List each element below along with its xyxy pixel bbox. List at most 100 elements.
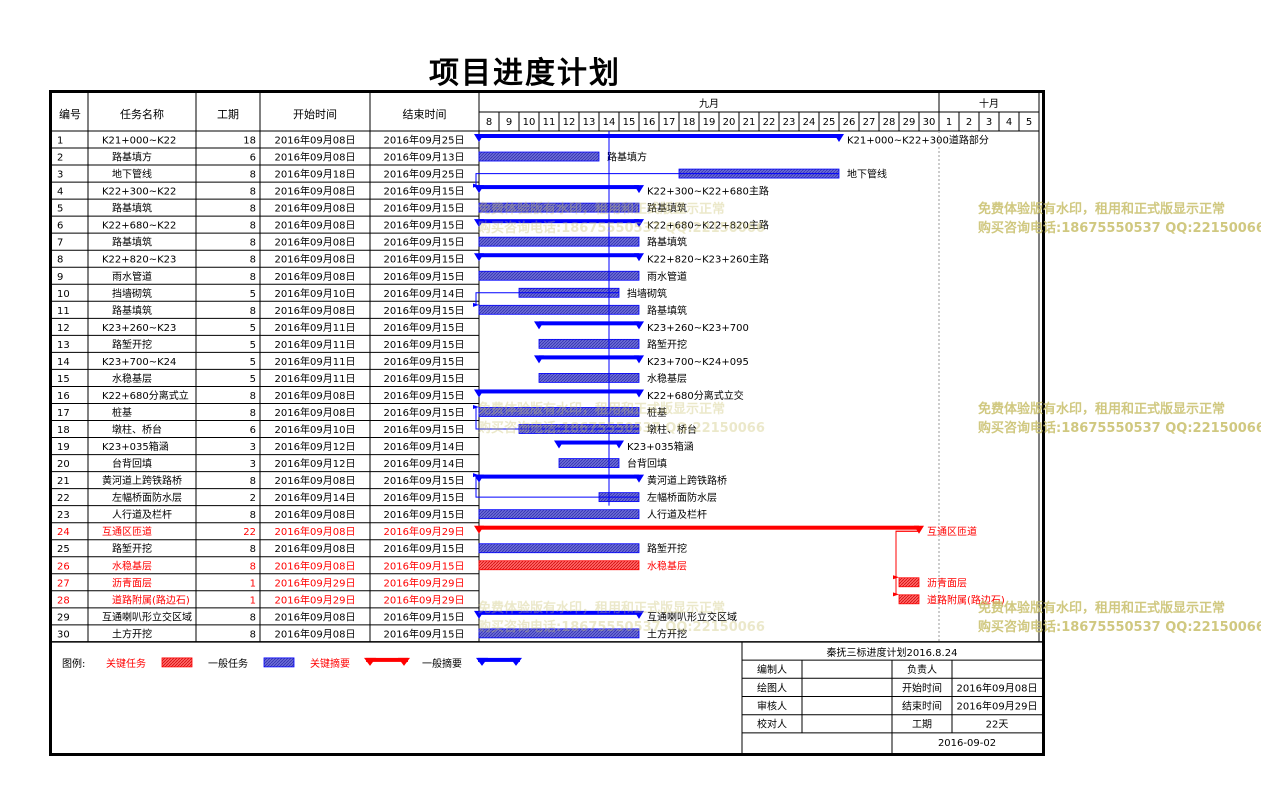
watermark-line1: 免费体验版有水印，租用和正式版显示正常 (978, 601, 1226, 616)
task-end: 2016年09月15日 (384, 270, 465, 283)
task-end: 2016年09月25日 (384, 168, 465, 181)
summary-start-marker (474, 253, 484, 262)
task-bar (898, 594, 920, 605)
task-id: 8 (57, 255, 63, 266)
day-tick-label: 13 (583, 117, 596, 128)
task-duration: 8 (250, 612, 256, 623)
bar-label: 路基填筑 (647, 202, 687, 215)
task-id: 26 (57, 561, 70, 572)
task-id: 18 (57, 425, 70, 436)
task-name: K23+035箱涵 (102, 440, 169, 453)
task-start: 2016年09月11日 (275, 372, 356, 385)
summary-end-marker (634, 355, 644, 364)
bar-label: 黄河道上跨铁路桥 (647, 474, 727, 487)
task-bar (478, 509, 640, 520)
task-duration: 3 (250, 459, 256, 470)
legend-swatch (263, 657, 295, 668)
legend-swatch-marker (476, 657, 488, 666)
task-bar (538, 373, 640, 383)
summary-end-marker (834, 134, 844, 142)
watermark-line2: 购买咨询电话:18675550537 QQ:22150066 (478, 421, 765, 436)
task-bar (538, 338, 640, 349)
day-tick-label: 27 (863, 117, 876, 128)
watermark-line1: 免费体验版有水印，租用和正式版显示正常 (478, 402, 726, 417)
task-end: 2016年09月13日 (384, 151, 465, 164)
day-tick-label: 12 (563, 117, 576, 128)
task-name: 路基填筑 (112, 236, 152, 249)
task-name: 沥青面层 (112, 576, 152, 589)
bar-label: 水稳基层 (647, 372, 687, 385)
info-cell-label: 负责人 (907, 663, 937, 676)
task-start: 2016年09月08日 (275, 627, 356, 640)
legend-item-label: 关键任务 (106, 657, 146, 670)
task-start: 2016年09月08日 (275, 406, 356, 419)
day-tick-label: 16 (643, 117, 656, 128)
summary-bar (479, 253, 639, 258)
task-start: 2016年09月29日 (275, 593, 356, 606)
day-tick-label: 20 (723, 117, 736, 128)
task-id: 5 (57, 204, 63, 215)
summary-end-marker (634, 321, 644, 330)
task-id: 27 (57, 578, 70, 589)
task-end: 2016年09月14日 (384, 457, 465, 470)
task-start: 2016年09月08日 (275, 542, 356, 555)
bar-label: 路基填方 (607, 151, 647, 164)
task-end: 2016年09月15日 (384, 338, 465, 351)
summary-end-marker (634, 219, 644, 228)
dependency-arrow (473, 473, 479, 478)
day-tick-label: 9 (506, 117, 512, 128)
task-end: 2016年09月14日 (384, 287, 465, 300)
task-end: 2016年09月15日 (384, 304, 465, 317)
watermark-line2: 购买咨询电话:18675550537 QQ:22150066 (478, 620, 765, 635)
task-duration: 6 (250, 153, 256, 164)
summary-end-marker (614, 440, 624, 449)
legend-swatch (366, 657, 408, 662)
day-tick-label: 15 (623, 117, 636, 128)
task-end: 2016年09月15日 (384, 219, 465, 232)
task-start: 2016年09月08日 (275, 185, 356, 198)
day-tick-label: 29 (903, 117, 916, 128)
task-bar (478, 236, 640, 247)
summary-start-marker (474, 389, 484, 398)
dependency-link (475, 292, 619, 305)
bar-label: 互通区匝道 (927, 525, 977, 538)
day-tick-label: 11 (543, 117, 556, 128)
summary-start-marker (474, 219, 484, 228)
watermark-line1: 免费体验版有水印，租用和正式版显示正常 (478, 202, 726, 217)
task-duration: 8 (250, 255, 256, 266)
bar-label: K22+300~K22+680主路 (647, 185, 769, 198)
task-duration: 8 (250, 306, 256, 317)
column-header-start: 开始时间 (293, 107, 337, 121)
bar-label: 人行道及栏杆 (647, 508, 707, 521)
day-tick-label: 30 (923, 117, 936, 128)
bar-label: 雨水管道 (647, 270, 687, 283)
dependency-arrow (473, 183, 479, 188)
task-end: 2016年09月15日 (384, 185, 465, 198)
task-bar (478, 151, 600, 162)
task-name: 雨水管道 (112, 270, 152, 283)
task-id: 6 (57, 221, 63, 232)
task-end: 2016年09月15日 (384, 321, 465, 334)
task-start: 2016年09月08日 (275, 236, 356, 249)
bar-label: 道路附属(路边石) (927, 593, 1005, 606)
task-id: 16 (57, 391, 70, 402)
summary-bar (479, 474, 639, 479)
watermark-line1: 免费体验版有水印，租用和正式版显示正常 (978, 402, 1226, 417)
column-header-end: 结束时间 (403, 108, 447, 121)
task-name: 路基填方 (112, 151, 152, 164)
day-tick-label: 4 (1006, 117, 1012, 128)
task-start: 2016年09月12日 (275, 440, 356, 453)
summary-end-marker (634, 185, 644, 194)
task-start: 2016年09月18日 (275, 168, 356, 181)
task-id: 15 (57, 374, 70, 385)
task-id: 20 (57, 459, 70, 470)
summary-start-marker (554, 440, 564, 449)
task-name: 桩基 (112, 406, 132, 419)
gantt-frame: 编号 任务名称 工期 开始时间 结束时间 九月 8 9 10 11 12 13 14 15 16 17 18 19… (49, 90, 1045, 756)
bar-label: K23+035箱涵 (627, 440, 694, 453)
task-id: 21 (57, 476, 70, 487)
bar-label: 沥青面层 (927, 576, 967, 589)
task-duration: 8 (250, 476, 256, 487)
task-duration: 8 (250, 391, 256, 402)
task-start: 2016年09月08日 (275, 389, 356, 402)
